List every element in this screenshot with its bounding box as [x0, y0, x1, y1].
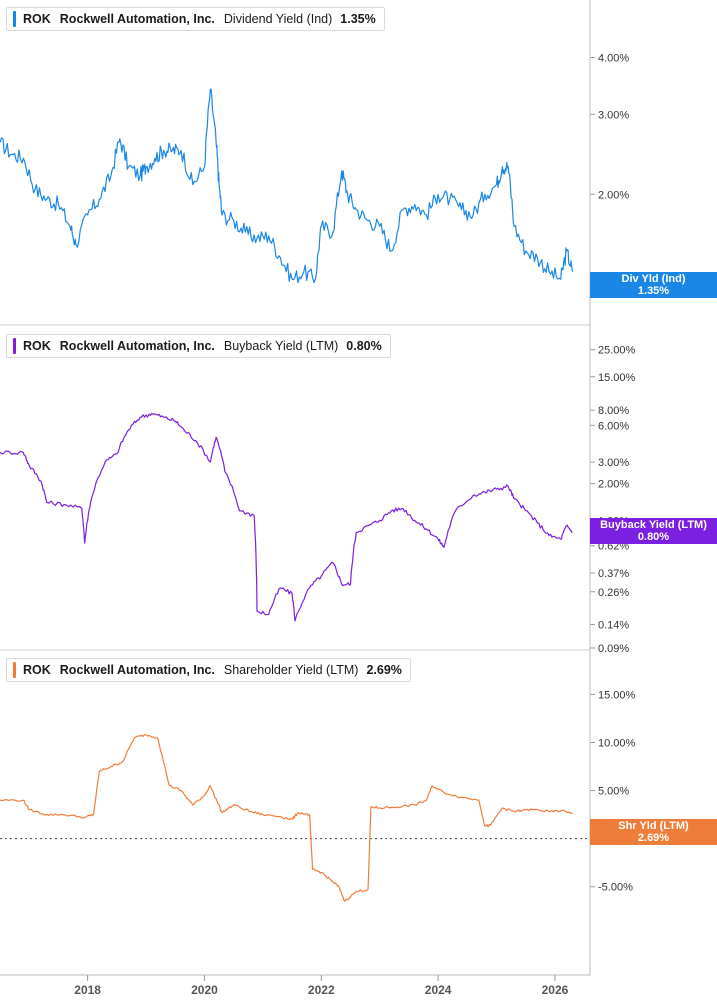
y-tick-label: 0.09% — [598, 643, 629, 655]
y-tick-label: -5.00% — [598, 882, 633, 894]
legend-metric: Buyback Yield (LTM) — [223, 339, 339, 353]
x-tick-label: 2024 — [425, 983, 452, 997]
legend-company: Rockwell Automation, Inc. — [59, 339, 215, 353]
legend-company: Rockwell Automation, Inc. — [59, 12, 215, 26]
x-tick-label: 2018 — [74, 983, 101, 997]
y-tick-label: 15.00% — [598, 372, 636, 384]
series-line — [0, 412, 573, 622]
y-tick-label: 4.00% — [598, 53, 629, 65]
legend-metric: Shareholder Yield (LTM) — [223, 663, 359, 677]
last-value-tag-shareholder: Shr Yld (LTM) 2.69% — [590, 819, 717, 845]
panel-dividend-yield: 4.00% 3.00% 2.00% — [0, 53, 629, 326]
legend-ticker: ROK — [23, 663, 51, 677]
tag-value: 1.35% — [637, 285, 670, 297]
y-tick-label: 15.00% — [598, 689, 636, 701]
x-tick-label: 2026 — [542, 983, 569, 997]
y-tick-label: 3.00% — [598, 109, 629, 121]
x-tick-label: 2020 — [191, 983, 218, 997]
legend-value: 2.69% — [366, 663, 402, 677]
legend-dividend-yield: ROK Rockwell Automation, Inc. Dividend Y… — [6, 7, 385, 31]
legend-ticker: ROK — [23, 339, 51, 353]
legend-ticker: ROK — [23, 12, 51, 26]
x-tick-label: 2022 — [308, 983, 335, 997]
legend-swatch — [13, 338, 16, 354]
legend-swatch — [13, 11, 16, 27]
y-tick-label: 5.00% — [598, 786, 629, 798]
y-tick-label: 10.00% — [598, 738, 636, 750]
y-tick-label: 6.00% — [598, 420, 629, 432]
legend-buyback-yield: ROK Rockwell Automation, Inc. Buyback Yi… — [6, 334, 391, 358]
last-value-tag-buyback: Buyback Yield (LTM) 0.80% — [590, 518, 717, 544]
last-value-tag-dividend: Div Yld (Ind) 1.35% — [590, 272, 717, 298]
y-tick-label: 2.00% — [598, 479, 629, 491]
panel-shareholder-yield: 15.00%10.00%5.00%0.00%-5.00% — [0, 689, 636, 902]
series-line — [0, 88, 574, 284]
y-tick-label: 2.00% — [598, 189, 629, 201]
y-tick-label: 0.37% — [598, 568, 629, 580]
y-tick-label: 0.14% — [598, 620, 629, 632]
y-tick-label: 0.26% — [598, 587, 629, 599]
y-tick-label: 3.00% — [598, 457, 629, 469]
panel-buyback-yield: 25.00%15.00%8.00%6.00%3.00%2.00%1.00%0.6… — [0, 345, 636, 655]
tag-value: 2.69% — [637, 832, 670, 844]
series-line — [0, 734, 573, 902]
y-tick-label: 25.00% — [598, 345, 636, 357]
legend-company: Rockwell Automation, Inc. — [59, 663, 215, 677]
legend-value: 0.80% — [346, 339, 382, 353]
y-tick-label: 8.00% — [598, 405, 629, 417]
legend-metric: Dividend Yield (Ind) — [223, 12, 333, 26]
legend-shareholder-yield: ROK Rockwell Automation, Inc. Shareholde… — [6, 658, 411, 682]
tag-value: 0.80% — [637, 531, 670, 543]
tag-label: Shr Yld (LTM) — [618, 820, 689, 832]
tag-label: Div Yld (Ind) — [621, 273, 686, 285]
tag-label: Buyback Yield (LTM) — [600, 519, 707, 531]
legend-value: 1.35% — [340, 12, 376, 26]
x-axis: 2018 2020 2022 2024 2026 — [0, 0, 591, 997]
legend-swatch — [13, 662, 16, 678]
